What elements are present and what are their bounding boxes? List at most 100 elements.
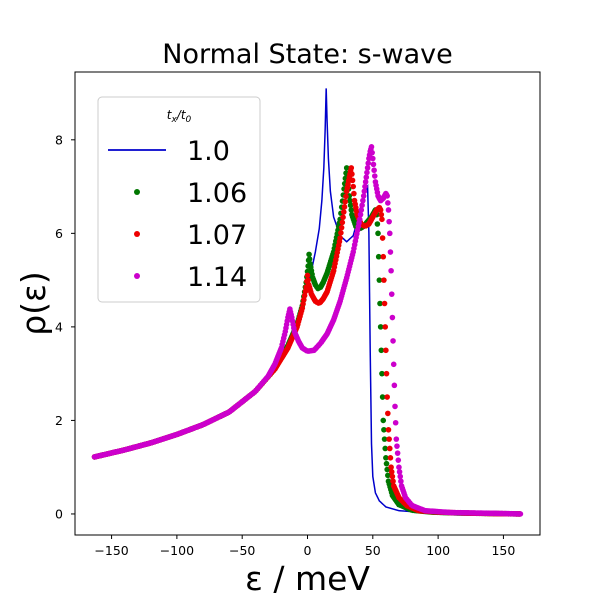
series-layer (91, 88, 524, 517)
y-tick-label: 4 (55, 319, 63, 334)
data-point (371, 167, 377, 174)
data-point (383, 370, 390, 377)
data-point (388, 464, 394, 470)
data-point (337, 235, 343, 241)
data-point (392, 419, 399, 426)
data-point (364, 169, 370, 176)
data-point (379, 394, 386, 400)
data-point (387, 455, 394, 461)
legend-swatch-dot (134, 273, 140, 279)
data-point (351, 190, 357, 197)
data-point (359, 202, 365, 209)
data-point (380, 253, 387, 260)
data-point (377, 207, 384, 213)
x-tick-label: −100 (160, 543, 194, 558)
y-tick-label: 0 (55, 506, 63, 521)
y-axis-label: ρ(ε) (14, 271, 53, 336)
data-point (306, 256, 313, 262)
data-point (339, 219, 346, 226)
legend: tx/t0 1.0 1.06 1.07 1.14 (97, 96, 261, 303)
data-point (383, 460, 390, 467)
data-point (301, 292, 308, 299)
data-point (383, 455, 389, 461)
legend-swatch-dot (134, 231, 140, 237)
data-point (377, 300, 383, 307)
x-tick-label: 0 (304, 543, 312, 558)
data-point (300, 301, 306, 307)
data-point (356, 216, 363, 223)
data-point (390, 338, 396, 344)
data-point (341, 204, 348, 210)
legend-label: 1.06 (187, 178, 247, 209)
data-point (340, 209, 347, 215)
data-point (379, 216, 385, 223)
data-point (392, 403, 398, 410)
data-point (390, 478, 396, 485)
data-point (379, 235, 386, 241)
data-point (388, 291, 395, 297)
x-tick-label: 100 (426, 543, 450, 558)
x-tick-label: −50 (229, 543, 255, 558)
data-point (386, 436, 392, 442)
x-axis: −150 −100 −50 0 50 100 150 (94, 535, 515, 558)
data-point (382, 324, 389, 330)
data-point (362, 179, 369, 185)
data-point (362, 183, 368, 190)
data-point (338, 230, 344, 236)
data-point (385, 200, 391, 206)
data-point (388, 469, 395, 475)
y-axis: 0 2 4 6 8 (55, 132, 75, 521)
x-tick-label: 50 (365, 543, 381, 558)
data-point (386, 230, 393, 237)
y-tick-label: 6 (55, 226, 63, 241)
data-point (350, 183, 357, 190)
data-point (390, 361, 397, 368)
data-point (381, 436, 388, 442)
x-tick-label: −150 (94, 543, 128, 558)
data-point (381, 300, 388, 307)
data-point (381, 426, 387, 433)
data-point (343, 193, 349, 200)
data-point (384, 193, 390, 199)
data-point (386, 445, 393, 452)
data-point (396, 464, 402, 470)
data-point (394, 450, 401, 456)
data-point (388, 267, 394, 274)
data-point (348, 207, 355, 213)
data-point (338, 224, 345, 231)
data-point (306, 251, 312, 258)
series-1-14 (91, 144, 524, 517)
data-point (398, 478, 404, 485)
data-point (382, 445, 389, 452)
data-point (393, 436, 400, 442)
legend-label: 1.0 (187, 136, 230, 167)
data-point (361, 188, 368, 195)
data-point (305, 277, 311, 283)
legend-title: tx/t0 (167, 108, 192, 125)
data-point (389, 314, 396, 321)
legend-box (97, 96, 261, 303)
data-point (347, 202, 354, 209)
data-point (370, 155, 376, 162)
data-point (365, 160, 372, 166)
data-point (385, 426, 392, 433)
data-point (389, 473, 396, 480)
data-point (343, 165, 350, 171)
data-point (360, 197, 366, 204)
data-point (349, 177, 356, 184)
data-point (385, 410, 391, 417)
data-point (357, 211, 364, 218)
data-point (374, 221, 381, 227)
data-point (304, 272, 311, 279)
data-point (375, 253, 382, 260)
data-point (368, 144, 375, 150)
y-tick-label: 8 (55, 132, 63, 147)
data-point (387, 249, 394, 255)
data-point (364, 165, 371, 171)
data-point (349, 171, 355, 177)
x-axis-label: ε / meV (245, 559, 370, 598)
data-point (391, 382, 398, 389)
data-point (384, 394, 390, 400)
